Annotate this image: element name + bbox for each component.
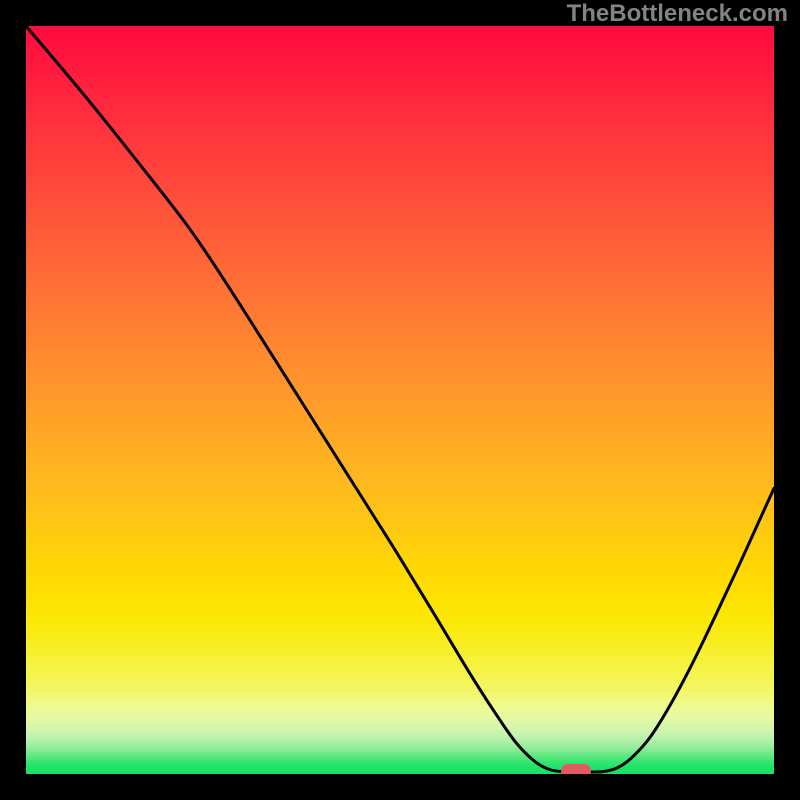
plot-area (26, 26, 774, 774)
curve-layer (26, 26, 774, 774)
figure-root: { "canvas": { "width": 800, "height": 80… (0, 0, 800, 800)
optimal-point-marker (561, 764, 591, 774)
bottleneck-curve (26, 26, 774, 772)
watermark-text: TheBottleneck.com (567, 0, 788, 28)
